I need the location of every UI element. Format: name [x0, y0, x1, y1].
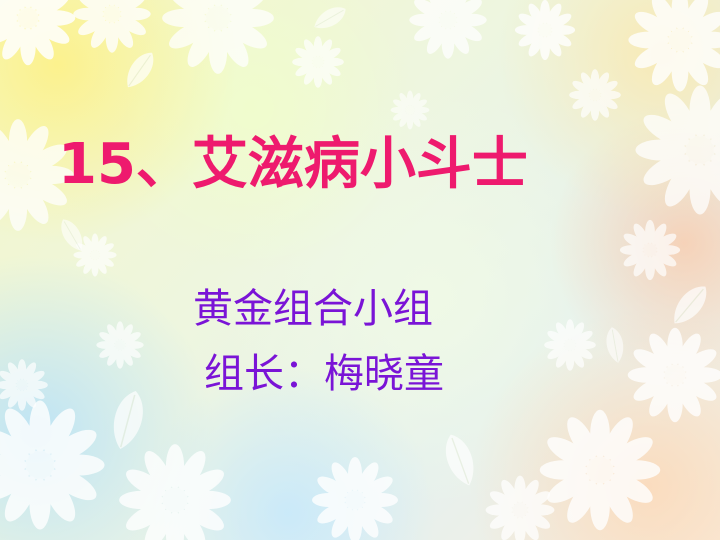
- flower-icon: [409, 0, 487, 59]
- group-leader: 组长：梅晓童: [204, 351, 444, 397]
- flower-icon: [0, 400, 105, 530]
- leaf-icon: [438, 429, 482, 491]
- flower-icon: [627, 327, 720, 423]
- group-name: 黄金组合小组: [193, 286, 433, 332]
- flower-icon: [539, 409, 661, 531]
- flower-icon: [390, 90, 430, 130]
- leaf-icon: [106, 386, 150, 454]
- flower-icon: [485, 475, 555, 540]
- flower-icon: [312, 457, 398, 540]
- leaf-icon: [309, 1, 351, 35]
- flower-icon: [292, 36, 344, 88]
- flower-icon: [619, 219, 681, 281]
- flower-icon: [544, 319, 596, 371]
- flower-icon: [628, 0, 720, 92]
- flower-icon: [119, 444, 231, 540]
- flower-icon: [0, 0, 76, 66]
- leaf-icon: [665, 279, 715, 331]
- flower-icon: [569, 69, 621, 121]
- slide-title: 15、艾滋病小斗士: [58, 132, 528, 197]
- flower-icon: [514, 0, 576, 61]
- leaf-icon: [603, 325, 627, 365]
- flower-icon: [162, 0, 274, 74]
- flower-icon: [635, 85, 720, 215]
- flower-icon: [96, 321, 144, 369]
- leaf-icon: [119, 46, 161, 94]
- flower-icon: [73, 0, 151, 53]
